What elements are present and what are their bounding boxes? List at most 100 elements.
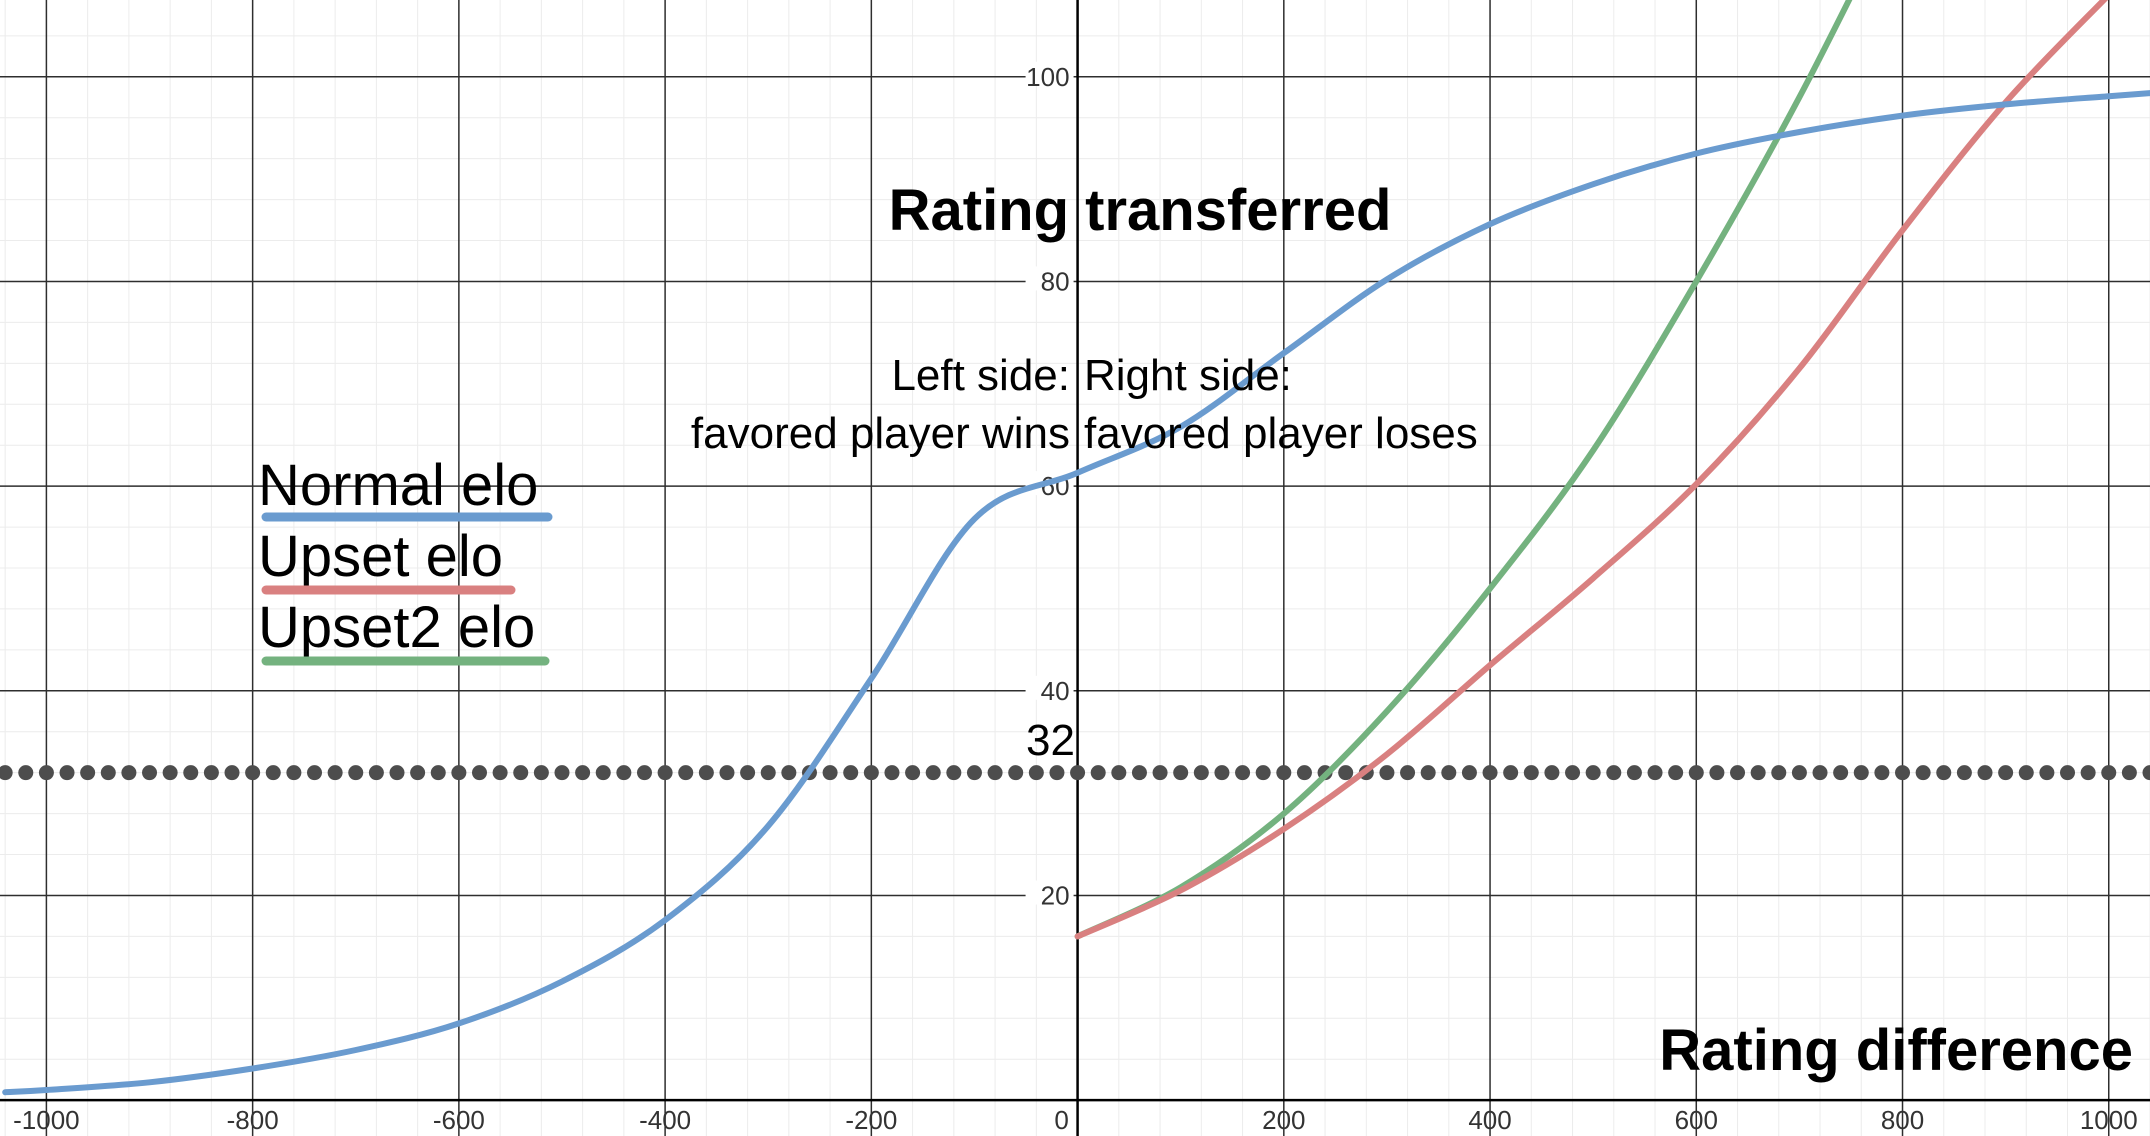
reference-dot: [183, 765, 199, 781]
reference-dot: [905, 765, 921, 781]
x-tick-label: 800: [1881, 1105, 1924, 1135]
reference-dot: [781, 765, 797, 781]
legend-label-normal-elo: Normal elo: [258, 453, 538, 518]
reference-dot: [1296, 765, 1312, 781]
reference-dot: [1668, 765, 1684, 781]
reference-dot: [843, 765, 859, 781]
series-line-normal-elo: [2, 90, 2150, 1096]
tick-labels: -1000 -800 -600 -400 -200 0 200 400 600 800 1000 20…: [13, 61, 2138, 1135]
reference-dot: [18, 765, 34, 781]
reference-dot: [1255, 765, 1271, 781]
x-axis-label: Rating difference: [1659, 1018, 2133, 1083]
reference-dot: [2080, 765, 2096, 781]
reference-dot: [0, 765, 13, 781]
reference-dot: [1214, 765, 1230, 781]
reference-dot: [966, 765, 982, 781]
reference-dot: [38, 765, 54, 781]
reference-dot: [368, 765, 384, 781]
series-line-upset-elo: [1074, 0, 2109, 940]
reference-dot: [2121, 765, 2137, 781]
reference-dot: [1173, 765, 1189, 781]
reference-dot: [822, 765, 838, 781]
legend-label-upset-elo: Upset elo: [258, 524, 503, 589]
reference-dot: [2039, 765, 2055, 781]
reference-dot: [451, 765, 467, 781]
left-side-line2: favored player wins: [691, 409, 1070, 458]
reference-dot: [1936, 765, 1952, 781]
reference-dot: [1791, 765, 1807, 781]
reference-dot: [59, 765, 75, 781]
reference-dot: [1235, 765, 1251, 781]
reference-dot: [1111, 765, 1127, 781]
reference-dot: [430, 765, 446, 781]
reference-dot: [1338, 765, 1354, 781]
right-side-line2: favored player loses: [1084, 409, 1478, 458]
left-side-line1: Left side:: [891, 351, 1070, 400]
reference-dot: [1812, 765, 1828, 781]
reference-dot: [1049, 765, 1065, 781]
x-tick-label: 200: [1262, 1105, 1305, 1135]
reference-dot: [1750, 765, 1766, 781]
x-tick-label: -400: [639, 1105, 691, 1135]
series-line-upset2-elo: [1074, 0, 1853, 940]
reference-dot: [1193, 765, 1209, 781]
reference-dot: [533, 765, 549, 781]
reference-dot: [224, 765, 240, 781]
reference-dot: [307, 765, 323, 781]
y-tick-label-bg: [1025, 266, 1074, 291]
reference-dot: [2018, 765, 2034, 781]
reference-dot: [1090, 765, 1106, 781]
reference-dot: [1441, 765, 1457, 781]
reference-dot: [719, 765, 735, 781]
reference-dot: [2101, 765, 2117, 781]
x-tick-label: 0: [1054, 1105, 1068, 1135]
reference-dot: [1977, 765, 1993, 781]
reference-line-label: 32: [1026, 716, 1075, 765]
reference-dot: [1833, 765, 1849, 781]
reference-dot: [2142, 765, 2150, 781]
reference-dot: [2060, 765, 2076, 781]
chart-title: Rating transferred: [889, 178, 1392, 243]
reference-dot: [1503, 765, 1519, 781]
reference-dot: [471, 765, 487, 781]
x-tick-label: -800: [227, 1105, 279, 1135]
reference-dot: [554, 765, 570, 781]
reference-dot: [1028, 765, 1044, 781]
reference-dot: [1400, 765, 1416, 781]
reference-dot: [286, 765, 302, 781]
reference-dot: [1131, 765, 1147, 781]
reference-dot: [203, 765, 219, 781]
y-tick-label-bg: [1025, 61, 1074, 86]
reference-dot: [925, 765, 941, 781]
x-tick-label: 1000: [2080, 1105, 2138, 1135]
reference-dot: [142, 765, 158, 781]
x-tick-label: -600: [433, 1105, 485, 1135]
legend-label-upset2-elo: Upset2 elo: [258, 595, 535, 660]
reference-dot: [1482, 765, 1498, 781]
reference-dot: [740, 765, 756, 781]
right-side-line1: Right side:: [1084, 351, 1292, 400]
y-tick-label-bg: [1025, 880, 1074, 905]
reference-dot: [1461, 765, 1477, 781]
reference-dot: [657, 765, 673, 781]
reference-line: [0, 765, 2150, 781]
y-tick-label: 80: [1041, 266, 1070, 296]
series-curves: [2, 0, 2150, 1096]
reference-dot: [1008, 765, 1024, 781]
reference-dot: [1420, 765, 1436, 781]
y-tick-label: 100: [1026, 62, 1069, 92]
reference-dot: [492, 765, 508, 781]
reference-dot: [1585, 765, 1601, 781]
reference-dot: [1709, 765, 1725, 781]
y-tick-label: 20: [1041, 880, 1070, 910]
reference-dot: [1276, 765, 1292, 781]
reference-dot: [1379, 765, 1395, 781]
reference-dot: [121, 765, 137, 781]
y-tick-label-bg: [1025, 675, 1074, 700]
legend: Normal elo Upset elo Upset2 elo: [258, 453, 553, 666]
reference-dot: [1688, 765, 1704, 781]
reference-dot: [636, 765, 652, 781]
